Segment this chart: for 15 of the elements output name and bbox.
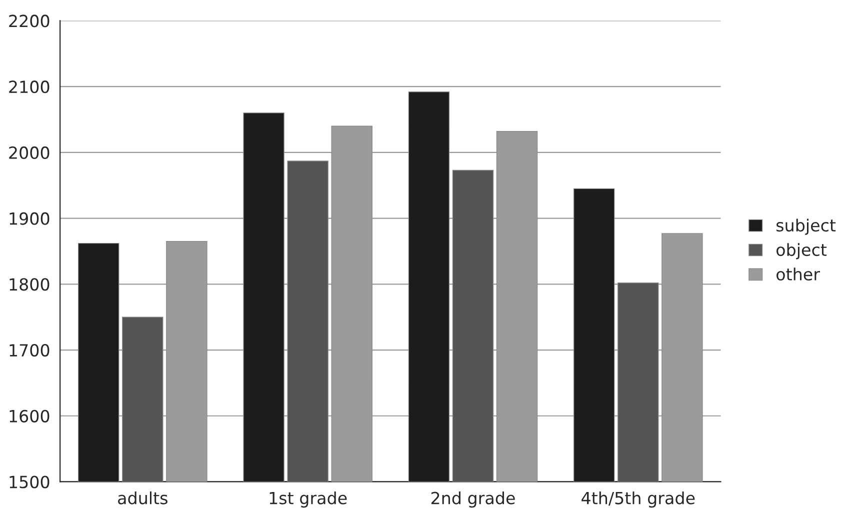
y-tick-label: 1800 [10,278,50,291]
y-tick-label: 1600 [10,410,50,422]
legend-label: object [776,243,827,260]
y-tick-label: 2100 [9,80,50,94]
x-tick-label: 4th/5th grade [582,491,695,508]
y-tick-label: 2000 [9,146,50,160]
legend-label: other [776,268,820,281]
legend-label: subject [776,218,836,235]
x-tick-label: adults [118,491,168,504]
y-tick-label: 1500 [10,476,50,488]
y-tick-label: 1900 [10,212,50,225]
x-tick-label: 1st grade [270,491,347,508]
x-tick-label: 2nd grade [431,491,515,508]
y-tick-label: 2200 [9,14,50,28]
y-tick-label: 1700 [10,344,50,357]
